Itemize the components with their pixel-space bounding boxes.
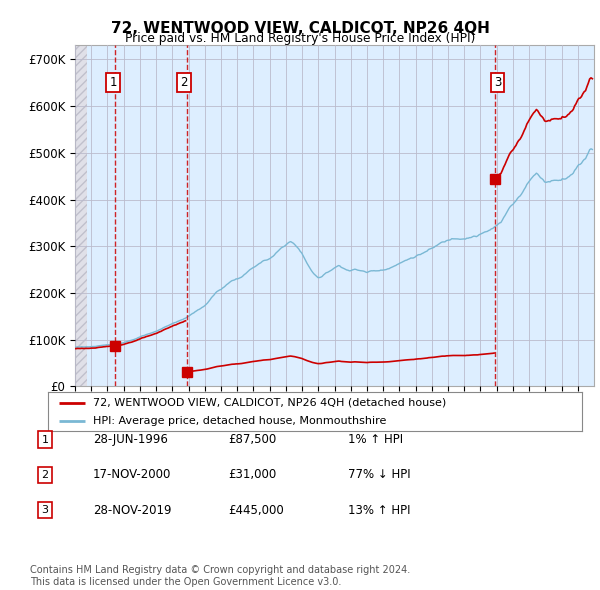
Text: 28-NOV-2019: 28-NOV-2019 [93,504,172,517]
Text: Price paid vs. HM Land Registry's House Price Index (HPI): Price paid vs. HM Land Registry's House … [125,32,475,45]
Text: 3: 3 [494,76,502,89]
Text: 1% ↑ HPI: 1% ↑ HPI [348,433,403,446]
Text: 72, WENTWOOD VIEW, CALDICOT, NP26 4QH: 72, WENTWOOD VIEW, CALDICOT, NP26 4QH [110,21,490,35]
Text: Contains HM Land Registry data © Crown copyright and database right 2024.
This d: Contains HM Land Registry data © Crown c… [30,565,410,587]
Text: 3: 3 [41,506,49,515]
Text: 72, WENTWOOD VIEW, CALDICOT, NP26 4QH (detached house): 72, WENTWOOD VIEW, CALDICOT, NP26 4QH (d… [94,398,446,408]
Bar [75,45,87,386]
Text: 1: 1 [41,435,49,444]
Text: 28-JUN-1996: 28-JUN-1996 [93,433,168,446]
Text: HPI: Average price, detached house, Monmouthshire: HPI: Average price, detached house, Monm… [94,416,387,426]
Text: 2: 2 [181,76,188,89]
Text: 13% ↑ HPI: 13% ↑ HPI [348,504,410,517]
Text: 1: 1 [109,76,117,89]
Text: 2: 2 [41,470,49,480]
Text: 77% ↓ HPI: 77% ↓ HPI [348,468,410,481]
Text: 17-NOV-2000: 17-NOV-2000 [93,468,172,481]
Text: £31,000: £31,000 [228,468,276,481]
Text: £445,000: £445,000 [228,504,284,517]
Text: £87,500: £87,500 [228,433,276,446]
